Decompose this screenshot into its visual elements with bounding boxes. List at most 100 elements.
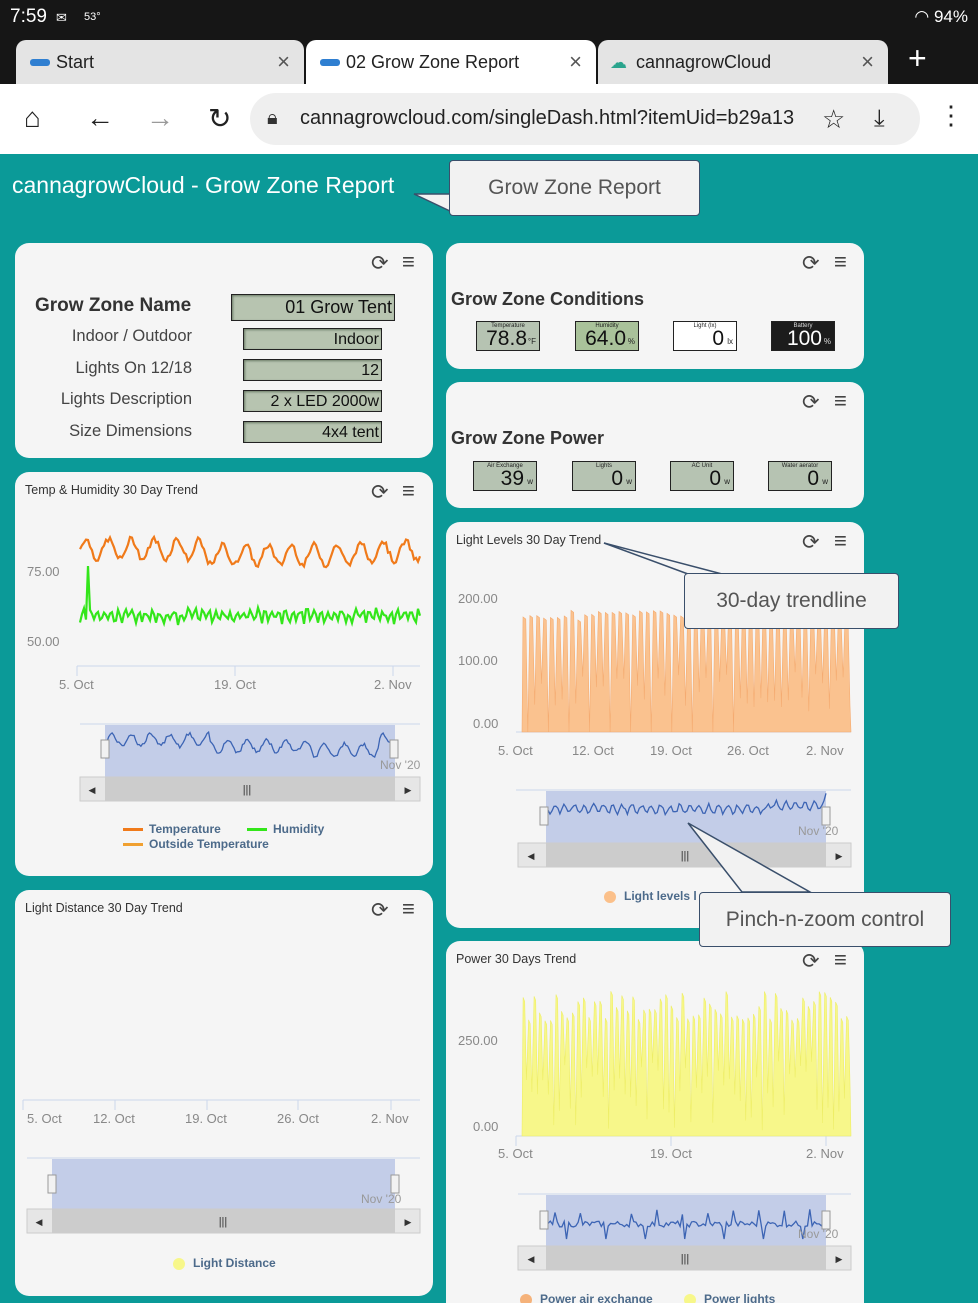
refresh-icon[interactable]: ⟳ xyxy=(802,950,820,973)
navigator-selection[interactable] xyxy=(105,725,395,777)
gauge-value: 64.0 xyxy=(585,327,626,350)
gauge-label: Humidity xyxy=(595,323,619,329)
scroll-left-icon[interactable]: ◀ xyxy=(528,1254,535,1264)
gauge-unit: % xyxy=(627,337,635,346)
x-tick-label: 19. Oct xyxy=(650,743,692,758)
menu-icon[interactable]: ≡ xyxy=(402,249,415,274)
scroll-right-icon[interactable]: ▶ xyxy=(836,851,843,861)
field-value: Indoor xyxy=(243,328,382,350)
zone-name-value: 01 Grow Tent xyxy=(231,294,395,321)
temp-humidity-chart[interactable]: ||| ◀ ▶ xyxy=(15,472,433,876)
legend-item[interactable]: Temperature xyxy=(123,822,221,836)
gauge-value: 0 xyxy=(807,467,819,490)
y-tick-label: 75.00 xyxy=(27,564,60,579)
chart-title: Power 30 Days Trend xyxy=(456,952,577,966)
callout-grow-zone-report: Grow Zone Report xyxy=(449,160,700,216)
menu-icon[interactable]: ≡ xyxy=(402,478,415,503)
tab-grow-zone-report[interactable]: 02 Grow Zone Report × xyxy=(306,40,596,84)
navigator-handle-right[interactable] xyxy=(821,1210,831,1230)
navigator-selection[interactable] xyxy=(546,791,826,843)
menu-icon[interactable]: ≡ xyxy=(834,249,847,274)
menu-icon[interactable]: ≡ xyxy=(402,896,415,921)
forward-icon[interactable]: → xyxy=(146,102,174,133)
legend-swatch xyxy=(520,1293,532,1303)
scroll-left-icon[interactable]: ◀ xyxy=(89,785,96,795)
zone-info-card: ⟳ ≡ Grow Zone Name 01 Grow Tent Indoor /… xyxy=(15,243,433,458)
scroll-right-icon[interactable]: ▶ xyxy=(405,1217,412,1227)
power-card: ⟳ ≡ Grow Zone Power Air Exchange 39 w Light… xyxy=(446,382,864,508)
field-value: 12 xyxy=(243,359,382,381)
navigator-handle-left[interactable] xyxy=(100,739,110,759)
legend-item[interactable]: Light levels l xyxy=(604,889,697,903)
more-menu-icon[interactable]: ⋮ xyxy=(938,100,964,130)
close-icon[interactable]: × xyxy=(277,49,290,74)
navigator-handle-left[interactable] xyxy=(47,1174,57,1194)
navigator-handle-right[interactable] xyxy=(821,806,831,826)
scroll-right-icon[interactable]: ▶ xyxy=(836,1254,843,1264)
tab-start[interactable]: Start × xyxy=(16,40,304,84)
light-distance-chart[interactable]: ||| ◀ ▶ xyxy=(15,890,433,1296)
gauge-unit: % xyxy=(823,337,831,346)
navigator-handle-left[interactable] xyxy=(539,806,549,826)
reload-icon[interactable]: ↻ xyxy=(208,103,232,134)
scrollbar-thumb[interactable] xyxy=(546,1246,826,1270)
legend-item[interactable]: Power air exchange xyxy=(520,1292,653,1303)
url-text[interactable]: cannagrowcloud.com/singleDash.html?itemU… xyxy=(300,107,795,129)
cloud-favicon-icon: ☁ xyxy=(610,53,627,72)
gauge-unit: °F xyxy=(527,337,536,346)
back-icon[interactable]: ← xyxy=(86,102,114,133)
x-tick-label: 5. Oct xyxy=(498,1146,533,1161)
zone-name-label: Grow Zone Name xyxy=(35,295,192,316)
navigator-date-label: Nov '20 xyxy=(380,758,421,772)
home-icon[interactable]: ⌂ xyxy=(24,102,41,133)
address-bar[interactable]: 🔒︎ cannagrowcloud.com/singleDash.html?it… xyxy=(250,93,920,145)
gauge-label: Water aerator xyxy=(781,463,819,469)
site-favicon-icon xyxy=(320,59,340,66)
close-icon[interactable]: × xyxy=(569,49,582,74)
navigator-handle-left[interactable] xyxy=(539,1210,549,1230)
refresh-icon[interactable]: ⟳ xyxy=(802,391,820,414)
legend-label: Temperature xyxy=(149,822,221,836)
refresh-icon[interactable]: ⟳ xyxy=(802,531,820,554)
scroll-left-icon[interactable]: ◀ xyxy=(528,851,535,861)
navigator-handle-right[interactable] xyxy=(389,739,399,759)
tab-label: cannagrowCloud xyxy=(636,52,772,72)
legend-label: Power air exchange xyxy=(540,1292,653,1303)
scroll-right-icon[interactable]: ▶ xyxy=(405,785,412,795)
tab-bar: Start × 02 Grow Zone Report × ☁ cannagro… xyxy=(0,36,978,84)
x-tick-label: 19. Oct xyxy=(185,1111,227,1126)
field-label: Indoor / Outdoor xyxy=(71,327,192,345)
navigator-selection[interactable] xyxy=(52,1159,395,1209)
gauge-unit: w xyxy=(822,477,828,486)
gauge-label: Air Exchange xyxy=(487,463,523,469)
legend-item[interactable]: Outside Temperature xyxy=(123,837,269,851)
navigator-series-line xyxy=(547,1209,827,1240)
navigation-bar: ⌂ ← → ↻ 🔒︎ cannagrowcloud.com/singleDash… xyxy=(0,84,978,154)
refresh-icon[interactable]: ⟳ xyxy=(371,899,389,922)
scroll-left-icon[interactable]: ◀ xyxy=(36,1217,43,1227)
refresh-icon[interactable]: ⟳ xyxy=(371,481,389,504)
x-tick-label: 26. Oct xyxy=(727,743,769,758)
legend-item[interactable]: Humidity xyxy=(247,822,324,836)
navigator-selection[interactable] xyxy=(546,1195,826,1247)
bookmark-star-icon[interactable]: ☆ xyxy=(822,104,846,134)
tab-cannagrowcloud[interactable]: ☁ cannagrowCloud × xyxy=(598,40,888,84)
close-icon[interactable]: × xyxy=(861,49,874,74)
refresh-icon[interactable]: ⟳ xyxy=(371,252,389,275)
scrollbar-thumb[interactable] xyxy=(52,1209,395,1233)
menu-icon[interactable]: ≡ xyxy=(834,528,847,553)
new-tab-icon[interactable]: + xyxy=(908,40,927,76)
legend-item[interactable]: Power lights xyxy=(684,1292,775,1303)
legend-item[interactable]: Light Distance xyxy=(173,1256,276,1270)
field-label: Size Dimensions xyxy=(69,422,192,440)
download-icon[interactable]: ⤓ xyxy=(874,105,885,132)
scrollbar-grip-icon: ||| xyxy=(243,784,252,796)
power-trend-chart[interactable]: ||| ◀ ▶ xyxy=(446,941,864,1303)
menu-icon[interactable]: ≡ xyxy=(834,947,847,972)
scrollbar-thumb[interactable] xyxy=(105,777,395,801)
refresh-icon[interactable]: ⟳ xyxy=(802,252,820,275)
gauge-value: 39 xyxy=(500,467,524,490)
gauge-lights: Lights 0 w xyxy=(572,461,636,491)
menu-icon[interactable]: ≡ xyxy=(834,388,847,413)
navigator-handle-right[interactable] xyxy=(390,1174,400,1194)
